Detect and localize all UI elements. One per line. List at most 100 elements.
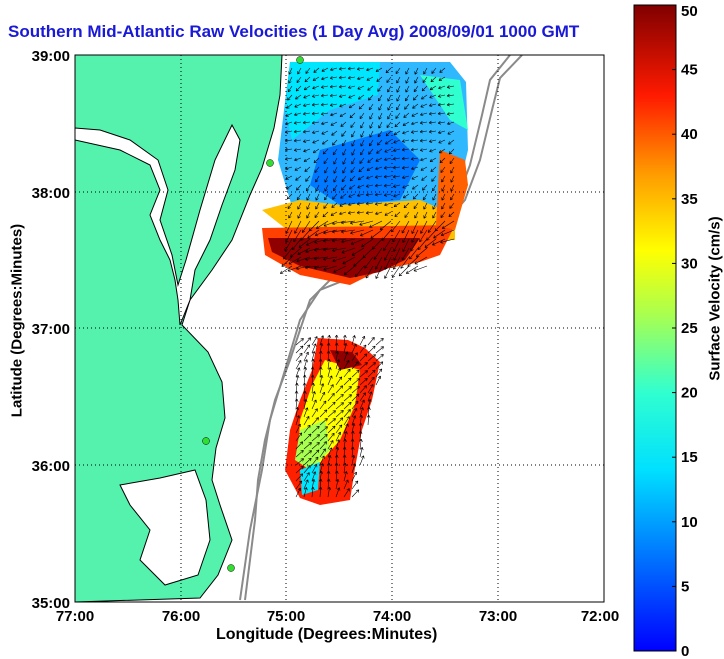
velocity-arrow: [350, 446, 355, 458]
velocity-arrow: [387, 103, 392, 111]
velocity-arrow: [311, 449, 320, 458]
velocity-arrow: [405, 94, 410, 102]
colorbar-tick-label: 20: [681, 385, 698, 402]
velocity-arrow: [420, 166, 428, 171]
velocity-arrow: [342, 139, 347, 147]
y-axis-label: Latitude (Degrees:Minutes): [8, 223, 26, 418]
velocity-arrow: [303, 157, 311, 162]
velocity-arrow: [374, 202, 383, 206]
velocity-arrow: [392, 156, 401, 161]
velocity-arrow: [341, 130, 347, 137]
velocity-arrow: [383, 174, 392, 179]
colorbar: [633, 4, 677, 652]
velocity-arrow: [448, 148, 455, 155]
velocity-arrow: [449, 202, 455, 209]
velocity-arrow: [359, 157, 365, 164]
velocity-arrow: [441, 184, 446, 192]
velocity-arrow: [326, 342, 331, 354]
velocity-arrow: [340, 193, 347, 199]
velocity-arrow: [360, 130, 365, 138]
velocity-arrow: [359, 377, 368, 386]
velocity-arrow: [295, 352, 303, 362]
velocity-arrow: [441, 193, 446, 201]
velocity-arrow: [357, 85, 365, 90]
velocity-arrow: [298, 238, 311, 248]
velocity-arrow: [359, 392, 366, 402]
velocity-arrow: [311, 486, 315, 498]
velocity-arrow: [369, 121, 374, 129]
velocity-arrow: [419, 129, 428, 134]
velocity-arrow: [315, 175, 320, 183]
velocity-arrow: [367, 362, 376, 370]
velocity-arrow: [351, 157, 356, 165]
velocity-arrow: [361, 238, 374, 248]
velocity-arrow: [439, 157, 446, 164]
plot-frame: [74, 54, 605, 603]
velocity-arrow: [366, 76, 374, 81]
velocity-arrow: [401, 220, 410, 234]
velocity-arrow: [326, 478, 331, 490]
colorbar-tick-label: 25: [681, 320, 698, 337]
velocity-arrow: [343, 368, 351, 378]
velocity-arrow: [341, 184, 347, 191]
velocity-arrow: [347, 75, 356, 80]
velocity-arrow: [359, 370, 368, 378]
velocity-arrow: [386, 76, 392, 83]
velocity-arrow: [368, 103, 374, 111]
velocity-arrow: [413, 202, 419, 210]
velocity-arrow: [359, 353, 368, 362]
velocity-arrow: [405, 85, 410, 93]
land-mass: [75, 55, 283, 602]
velocity-arrow: [351, 415, 357, 426]
velocity-arrow: [429, 94, 437, 99]
velocity-arrow: [335, 424, 343, 434]
velocity-arrow: [438, 130, 446, 134]
velocity-arrow: [318, 358, 323, 370]
velocity-arrow: [351, 393, 360, 402]
velocity-arrow: [367, 85, 374, 91]
velocity-arrow: [319, 455, 325, 466]
velocity-arrow: [311, 102, 320, 107]
velocity-arrow: [423, 67, 428, 75]
velocity-arrow: [313, 265, 329, 270]
velocity-arrow: [438, 76, 446, 81]
velocity-arrow: [385, 130, 392, 137]
velocity-arrow: [343, 479, 349, 490]
velocity-arrow: [448, 211, 455, 218]
velocity-arrow: [446, 102, 455, 107]
velocity-arrow: [327, 440, 334, 450]
velocity-arrow: [383, 166, 392, 170]
velocity-arrow: [331, 229, 347, 234]
velocity-arrow: [392, 229, 401, 243]
velocity-arrow: [335, 367, 341, 378]
velocity-arrow: [343, 360, 350, 370]
velocity-arrow: [410, 238, 419, 252]
colorbar-tick-label: 5: [681, 578, 689, 595]
velocity-arrow: [286, 184, 293, 190]
velocity-arrow: [358, 422, 363, 434]
velocity-arrow: [320, 112, 329, 116]
velocity-arrow: [417, 238, 428, 250]
velocity-arrow: [419, 121, 428, 125]
velocity-arrow: [413, 94, 419, 101]
velocity-arrow: [320, 85, 329, 89]
velocity-arrow: [450, 193, 455, 201]
velocity-arrow: [350, 121, 356, 128]
velocity-arrow: [330, 112, 338, 117]
velocity-arrow: [293, 138, 302, 143]
velocity-arrow: [324, 193, 329, 201]
velocity-arrow: [319, 374, 324, 386]
x-axis-label: Longitude (Degrees:Minutes): [216, 626, 438, 643]
velocity-arrow: [359, 438, 363, 450]
velocity-arrow: [303, 465, 311, 474]
velocity-arrow: [311, 399, 317, 410]
velocity-arrow: [429, 157, 437, 162]
velocity-arrow: [387, 85, 392, 93]
velocity-arrow: [304, 76, 311, 83]
velocity-arrow: [354, 265, 365, 278]
velocity-arrow: [366, 175, 374, 180]
velocity-arrow: [331, 238, 347, 243]
velocity-arrow: [295, 345, 304, 354]
velocity-arrow: [341, 175, 347, 183]
velocity-arrow: [447, 130, 455, 135]
